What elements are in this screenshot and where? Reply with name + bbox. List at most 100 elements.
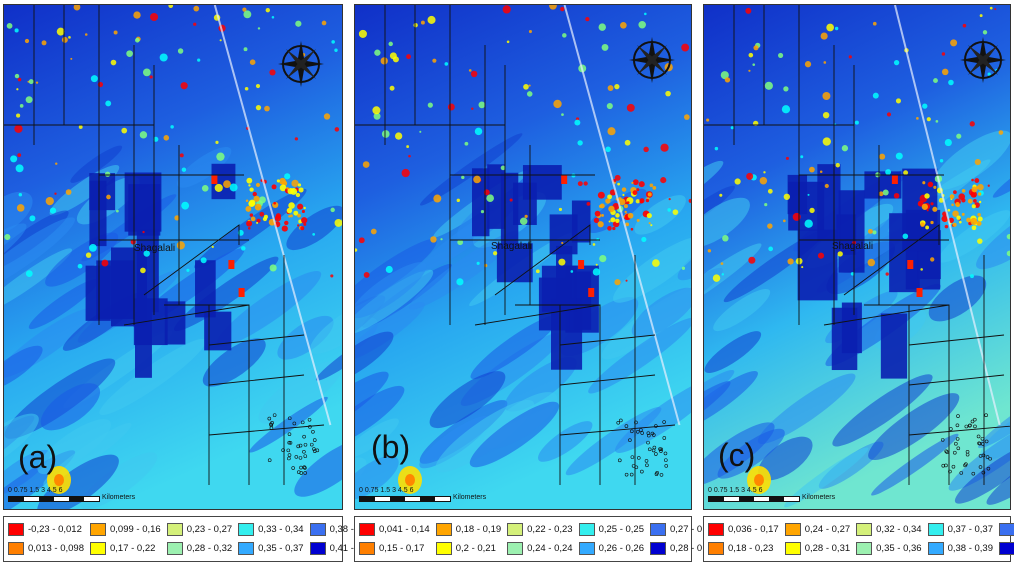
map-panel-a: Shagalali (a) 0 0.75 1.5 3 4.5 6 Kilomet… <box>3 4 375 563</box>
legend-label: 0,25 - 0,25 <box>598 524 644 535</box>
legend-label: 0,35 - 0,36 <box>876 543 922 554</box>
legend-label: 0,18 - 0,19 <box>455 524 502 535</box>
legend-item: 0,35 - 0,36 <box>856 542 922 555</box>
legend-label: 0,38 - 0,39 <box>947 543 993 554</box>
scale-bar: 0 0.75 1.5 3 4.5 6 Kilometers <box>359 487 486 507</box>
legend-swatch <box>359 523 375 536</box>
legend-label: 0,28 - 0,31 <box>804 543 851 554</box>
legend-swatch <box>8 523 24 536</box>
legend-swatch <box>927 542 944 555</box>
legend-label: 0,24 - 0,24 <box>527 543 573 554</box>
legend-item: 0,41 - 0,45 <box>309 542 375 555</box>
legend-swatch <box>435 542 452 555</box>
legend-item: 0,041 - 0,14 <box>359 523 430 536</box>
legend-label: 0,099 - 0,16 <box>110 524 161 535</box>
legend-item: 0,28 - 0,31 <box>784 542 851 555</box>
legend-label: 0,37 - 0,37 <box>947 524 993 535</box>
panel-label: (b) <box>371 429 411 465</box>
legend-swatch <box>649 542 666 555</box>
panel-label: (c) <box>718 437 756 473</box>
map-frame: Shagalali (a) 0 0.75 1.5 3 4.5 6 Kilomet… <box>3 4 343 510</box>
scale-bar: 0 0.75 1.5 3 4.5 6 Kilometers <box>8 487 135 507</box>
legend-swatch <box>309 523 326 536</box>
legend-label: 0,28 - 0,28 <box>669 543 716 554</box>
scale-bar: 0 0.75 1.5 3 4.5 6 Kilometers <box>708 487 835 507</box>
legend-grid: -0,23 - 0,012 0,099 - 0,16 0,23 - 0,27 0,33… <box>8 520 375 558</box>
scale-bar-graphic <box>8 496 100 502</box>
legend-item: 0,036 - 0,17 <box>708 523 779 536</box>
legend-item: 0,42 - 0,45 <box>998 542 1014 555</box>
legend-label: 0,38 - 0,4 <box>329 524 370 535</box>
legend-label: 0,33 - 0,34 <box>258 524 304 535</box>
legend-item: 0,38 - 0,4 <box>309 523 375 536</box>
town-label: Shagalali <box>134 243 176 254</box>
legend-swatch <box>507 523 524 536</box>
scale-ticks: 0 0.75 1.5 3 4.5 6 <box>359 487 414 494</box>
legend-label: -0,23 - 0,012 <box>28 524 82 535</box>
legend-label: 0,15 - 0,17 <box>379 543 425 554</box>
map-panel-b: Shagalali (b) 0 0.75 1.5 3 4.5 6 Kilomet… <box>354 4 715 563</box>
legend-item: -0,23 - 0,012 <box>8 523 84 536</box>
town-label: Shagalali <box>491 241 533 252</box>
legend-label: 0,036 - 0,17 <box>728 524 779 535</box>
legend-item: 0,22 - 0,23 <box>507 523 573 536</box>
legend-item: 0,28 - 0,28 <box>649 542 716 555</box>
legend-label: 0,41 - 0,45 <box>329 543 375 554</box>
legend-swatch <box>166 523 183 536</box>
legend-label: 0,23 - 0,27 <box>186 524 233 535</box>
north-arrow-icon <box>278 41 324 87</box>
legend-item: 0,28 - 0,32 <box>166 542 233 555</box>
legend-swatch <box>998 542 1014 555</box>
legend-item: 0,24 - 0,24 <box>507 542 573 555</box>
map-panel-c: Shagalali (c) 0 0.75 1.5 3 4.5 6 Kilomet… <box>703 4 1014 563</box>
legend-swatch <box>649 523 666 536</box>
legend-swatch <box>435 523 452 536</box>
legend-label: 0,18 - 0,23 <box>728 543 774 554</box>
legend-item: 0,27 - 0,27 <box>649 523 716 536</box>
legend-swatch <box>309 542 326 555</box>
legend-item: 0,013 - 0,098 <box>8 542 84 555</box>
scale-ticks: 0 0.75 1.5 3 4.5 6 <box>708 487 763 494</box>
legend-item: 0,25 - 0,25 <box>578 523 644 536</box>
legend-grid: 0,036 - 0,17 0,24 - 0,27 0,32 - 0,34 0,37 -… <box>708 520 1014 558</box>
north-arrow-icon <box>629 37 675 83</box>
legend-label: 0,17 - 0,22 <box>110 543 156 554</box>
legend-swatch <box>708 542 724 555</box>
legend-swatch <box>238 523 255 536</box>
legend: -0,23 - 0,012 0,099 - 0,16 0,23 - 0,27 0,33… <box>3 516 375 562</box>
legend-item: 0,18 - 0,19 <box>435 523 502 536</box>
legend-swatch <box>238 542 255 555</box>
legend-label: 0,28 - 0,32 <box>186 543 233 554</box>
legend-label: 0,24 - 0,27 <box>804 524 851 535</box>
legend-label: 0,013 - 0,098 <box>28 543 84 554</box>
legend-item: 0,17 - 0,22 <box>90 542 161 555</box>
legend-swatch <box>784 523 801 536</box>
legend-swatch <box>927 523 944 536</box>
legend-swatch <box>359 542 375 555</box>
scale-bar-graphic <box>708 496 800 502</box>
legend-swatch <box>856 523 873 536</box>
legend-swatch <box>166 542 183 555</box>
north-arrow-icon <box>960 37 1006 83</box>
legend-label: 0,041 - 0,14 <box>379 524 430 535</box>
legend-swatch <box>856 542 873 555</box>
legend-item: 0,23 - 0,27 <box>166 523 233 536</box>
map-image <box>4 5 342 509</box>
legend-item: 0,38 - 0,39 <box>927 542 993 555</box>
panel-label: (a) <box>18 439 58 475</box>
legend-item: 0,24 - 0,27 <box>784 523 851 536</box>
legend-swatch <box>8 542 24 555</box>
legend-item: 0,15 - 0,17 <box>359 542 430 555</box>
legend-label: 0,22 - 0,23 <box>527 524 573 535</box>
legend-label: 0,27 - 0,27 <box>669 524 716 535</box>
scale-ticks: 0 0.75 1.5 3 4.5 6 <box>8 487 63 494</box>
legend-label: 0,35 - 0,37 <box>258 543 304 554</box>
legend-item: 0,18 - 0,23 <box>708 542 779 555</box>
legend-swatch <box>90 542 106 555</box>
legend-swatch <box>998 523 1014 536</box>
legend-label: 0,26 - 0,26 <box>598 543 644 554</box>
legend-swatch <box>708 523 724 536</box>
scale-unit: Kilometers <box>102 494 136 501</box>
legend-item: 0,35 - 0,37 <box>238 542 304 555</box>
legend-swatch <box>90 523 106 536</box>
